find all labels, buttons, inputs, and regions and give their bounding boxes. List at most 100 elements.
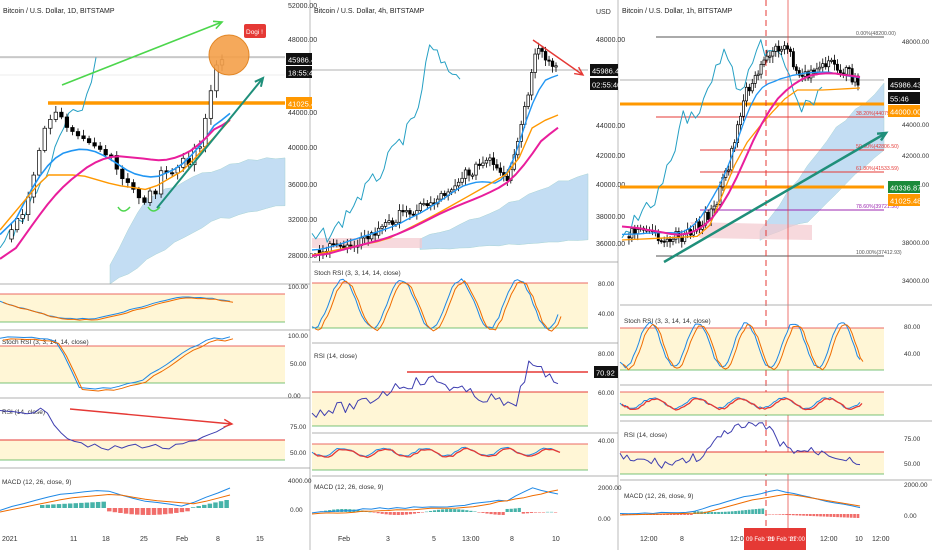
- panel-2-candle: [536, 48, 541, 55]
- panel-2-time-tick: 5: [432, 536, 436, 543]
- panel-3-candle: [633, 228, 637, 235]
- panel-2-price-tag-time: 02:55:46: [592, 81, 621, 90]
- panel-2-macd-bar: [521, 512, 525, 514]
- panel-1-candle: [20, 214, 25, 219]
- panel-3-macd-bar: [802, 514, 805, 516]
- panel-2-macd-bar: [416, 512, 421, 514]
- panel-1-stochrsi-k: [0, 336, 231, 390]
- panel-3-bear-cloud: [690, 222, 812, 240]
- panel-3-price-tag-last-bg: [888, 78, 920, 90]
- panel-3-price-tick: 48000.00: [902, 39, 929, 46]
- panel-3-macd-bar: [826, 514, 829, 517]
- panel-3-fib-label: 0.00%(48200.00): [856, 31, 896, 37]
- panel-3-macd-tick: 0.00: [904, 513, 917, 520]
- panel-3-macd-bar: [775, 514, 778, 515]
- panel-2-stoch-band: [312, 444, 588, 470]
- panel-3-price-tick: 38000.00: [902, 240, 929, 247]
- panel-3-macd-bar: [819, 514, 822, 517]
- panel-3-macd-bar: [785, 514, 788, 515]
- panel-1-rsi-line: [0, 407, 231, 451]
- panel-2-price-tick: 38000.00: [596, 214, 625, 221]
- panel-3-time-tag: 07:00: [790, 537, 806, 543]
- panel-1-stochrsi-d: [2, 338, 234, 392]
- panel-3-macd-bar: [751, 509, 754, 514]
- panel-3-macd-bar: [771, 514, 775, 515]
- panel-2-candle: [547, 59, 551, 62]
- panel-3-price-tag-green: 40336.87: [890, 184, 921, 193]
- panel-2-rsi-band: [312, 392, 588, 426]
- panel-3-candle: [844, 67, 848, 75]
- panel-1-rsi-tick: 75.00: [290, 424, 307, 431]
- panel-3-macd-bar: [815, 514, 819, 517]
- panel-2-candle: [463, 169, 468, 179]
- panel-3-time-tag: 09 Feb '21: [746, 537, 775, 543]
- panel-2-stochrsi-tick: 40.00: [598, 311, 615, 318]
- panel-1-candle: [42, 127, 47, 151]
- panel-1-macd-bar: [207, 503, 213, 508]
- panel-2-macd-bar: [541, 512, 546, 513]
- panel-3-price-tag-time: 55:46: [890, 95, 909, 104]
- panel-2-rsi-tick: 60.00: [598, 390, 615, 397]
- panel-2-candle: [387, 220, 391, 223]
- panel-3-macd-bar: [710, 511, 714, 514]
- panel-2-macd-bar: [457, 509, 461, 512]
- panel-2-macd-bar: [469, 510, 473, 512]
- panel-1-macd-bar: [62, 503, 67, 508]
- panel-1-stochrsi-tick: 100.00: [288, 333, 308, 340]
- panel-2-rsi-value-tag-bg: [594, 366, 618, 378]
- panel-3-candle: [636, 229, 640, 235]
- panel-2-candle: [533, 53, 537, 73]
- panel-3-ema-line: [621, 72, 861, 236]
- panel-3-macd-bar: [730, 511, 734, 514]
- panel-3-macd-bar: [717, 511, 720, 514]
- panel-2-macd-bar: [420, 512, 425, 513]
- panel-3-candle: [806, 71, 810, 79]
- panel-3-price-tag-time-bg: [888, 92, 920, 104]
- panel-3-macd-bar: [690, 514, 693, 515]
- panel-3-rsi-tick: 50.00: [904, 461, 921, 468]
- panel-1-rsi-tick: 0.00: [288, 393, 301, 400]
- panel-1-price-tag-last-bg: [286, 53, 312, 65]
- panel-1-price-tag-level-bg: [286, 97, 312, 109]
- panel-1-time-tick: 15: [256, 536, 264, 543]
- panel-2-macd-bar: [525, 512, 529, 514]
- panel-1-price-tick: 28000.00: [288, 253, 317, 260]
- panel-1-macd-bar: [174, 508, 179, 513]
- panel-1-stochrsi-band: [0, 346, 285, 383]
- panel-2-candle: [470, 174, 475, 177]
- panel-3-time-tick: 10: [855, 536, 863, 543]
- panel-1-macd-signal: [0, 494, 231, 513]
- panel-3-macd-bar: [713, 511, 717, 514]
- panel-2-time-tick: 3: [386, 536, 390, 543]
- panel-2-candle: [450, 189, 454, 193]
- panel-3-candle: [768, 55, 772, 58]
- panel-2-stochrsi-tick: 80.00: [598, 281, 615, 288]
- panel-3-time-tick: 12:00: [640, 536, 658, 543]
- panel-1-teal-trend-arrow-head: [254, 76, 265, 87]
- panel-2-candle: [366, 235, 370, 240]
- panel-2-rsi-value-tag: 70.92: [596, 369, 615, 378]
- panel-3-candle: [780, 48, 784, 52]
- panel-3-candle: [744, 86, 748, 102]
- panel-2-candle: [474, 163, 478, 176]
- panel-1-macd-tick: 0.00: [290, 507, 303, 514]
- panel-2-red-trend-arrow: [532, 39, 584, 76]
- panel-3-time-tick: 12:00: [872, 536, 890, 543]
- panel-1-macd-bar: [146, 508, 151, 515]
- panel-1-candle: [131, 182, 136, 190]
- panel-1-macd-bar: [185, 508, 190, 512]
- panel-3-stochrsi-tick: 40.00: [904, 351, 921, 358]
- panel-3-macd-bar: [822, 514, 826, 517]
- panel-1-macd-line: [0, 487, 231, 511]
- panel-1-macd-bar: [90, 502, 95, 508]
- panel-2-candle: [540, 48, 544, 52]
- panel-3-macd-bar: [778, 514, 782, 515]
- panel-1-price-tick: 48000.00: [288, 37, 317, 44]
- panel-3-candle: [736, 124, 740, 143]
- panel-2-macd-bar: [449, 509, 453, 512]
- panel-2-macd-bar: [461, 509, 465, 512]
- panel-3-candle: [830, 59, 834, 62]
- panel-2-candle: [349, 244, 353, 247]
- panel-3-fib-label: 78.60%(39721.36): [856, 204, 899, 210]
- panel-3-macd-bar: [727, 511, 731, 514]
